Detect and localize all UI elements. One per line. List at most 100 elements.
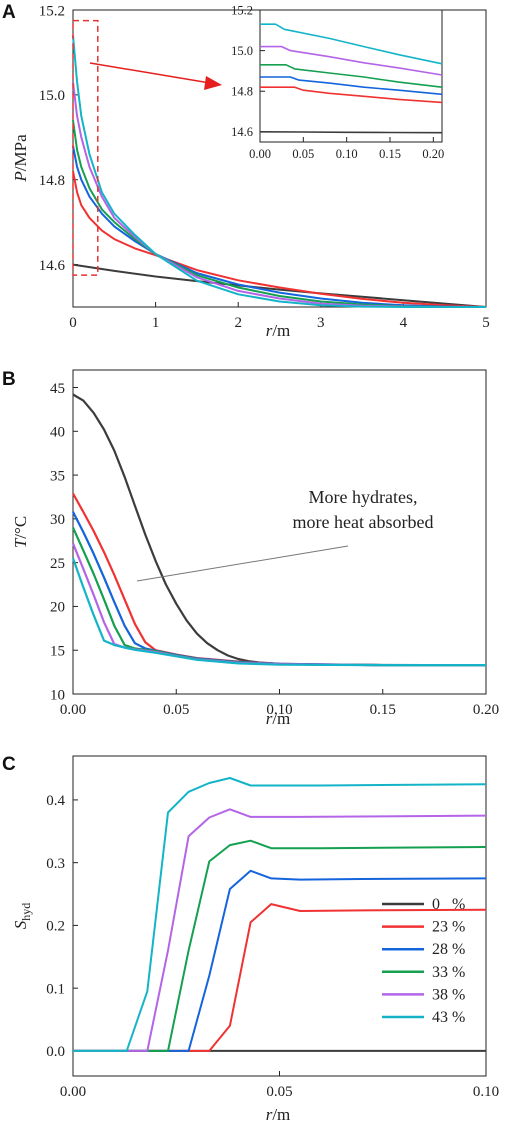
x-tick-label: 4 — [400, 315, 408, 331]
x-tick-label: 0.10 — [336, 147, 358, 161]
zoom-arrow — [89, 62, 211, 84]
legend-label-s38: 38 % — [432, 986, 465, 1003]
y-tick-label: 15.2 — [39, 3, 65, 19]
x-tick-label: 0.05 — [163, 702, 189, 718]
legend-label-s28: 28 % — [432, 941, 465, 958]
panel-c-x-label-var: r — [266, 1105, 273, 1124]
annotation-line-2: more heat absorbed — [293, 512, 434, 532]
legend-label-s33: 33 % — [432, 964, 465, 981]
y-tick-label: 14.8 — [231, 85, 253, 99]
panel-a-series-lines — [72, 35, 487, 308]
series-line-s33 — [73, 839, 487, 1052]
y-tick-label: 14.6 — [39, 258, 66, 274]
panel-b-frame — [72, 369, 487, 695]
series-line-s43 — [71, 557, 486, 667]
panel-c-y-label-var: S — [11, 920, 30, 929]
series-line-s23 — [260, 86, 443, 104]
x-tick-label: 0.00 — [60, 702, 86, 718]
panel-b-letter: B — [2, 369, 16, 390]
zoom-arrowhead — [204, 76, 222, 90]
y-tick-label: 10 — [50, 687, 65, 703]
panel-b-x-label-unit: /m — [272, 709, 290, 728]
series-line-s38 — [73, 808, 487, 1052]
y-tick-label: 15.2 — [231, 3, 253, 17]
x-tick-label: 0.05 — [266, 1084, 292, 1100]
x-tick-label: 3 — [317, 315, 325, 331]
panel-c-x-label-unit: /m — [272, 1105, 290, 1124]
panel-b-x-label: r/m — [266, 709, 291, 728]
y-tick-label: 15.0 — [39, 88, 65, 104]
series-line-s33 — [71, 527, 486, 667]
panel-c-x-ticks: 0.00 0.05 0.10 — [60, 1071, 499, 1100]
series-line-s38 — [260, 45, 443, 76]
panel-b-y-label: T/°C — [11, 516, 30, 548]
panel-b-y-label-var: T — [11, 537, 30, 548]
series-line-s0 — [259, 131, 443, 134]
series-line-s43 — [260, 23, 443, 65]
y-tick-label: 14.8 — [39, 173, 65, 189]
series-line-s28 — [260, 76, 443, 96]
panel-c: C 0.00 0.05 0.10 0.0 0.1 0.2 0.3 0.4 0 % 23 % 28… — [2, 754, 499, 1124]
panel-a-inset: 0.00 0.05 0.10 0.15 0.20 14.6 14.8 15.0 15.2 — [231, 3, 444, 161]
x-tick-label: 0.20 — [422, 147, 444, 161]
legend-label-s23: 23 % — [432, 919, 465, 936]
panel-a-y-label-unit: /MPa — [11, 134, 30, 171]
series-line-s28 — [73, 869, 487, 1052]
y-tick-label: 45 — [50, 381, 65, 397]
series-line-s38 — [71, 542, 486, 667]
series-line-s28 — [72, 511, 486, 667]
legend: 0 % 23 % 28 % 33 % 38 % 43 % — [382, 896, 465, 1026]
panel-a-x-label-var: r — [266, 321, 273, 340]
x-tick-label: 0.15 — [370, 702, 396, 718]
y-tick-label: 0.4 — [46, 793, 65, 809]
x-tick-label: 0.10 — [266, 702, 292, 718]
annotation-line-1: More hydrates, — [309, 487, 418, 507]
legend-label-s0: 0 % — [432, 896, 465, 913]
y-tick-label: 15 — [50, 643, 65, 659]
series-line-s43 — [73, 777, 487, 1052]
panel-c-letter: C — [2, 754, 16, 775]
x-tick-label: 0.15 — [379, 147, 401, 161]
series-line-s33 — [260, 64, 443, 88]
x-tick-label: 0.05 — [292, 147, 314, 161]
y-tick-label: 14.6 — [231, 125, 253, 139]
y-tick-label: 25 — [50, 556, 65, 572]
y-tick-label: 0.0 — [46, 1044, 65, 1060]
panel-c-x-label: r/m — [266, 1105, 291, 1124]
panel-a-y-label-var: P — [11, 171, 30, 182]
panel-c-series-lines — [73, 777, 487, 1052]
panel-a-y-ticks: 14.6 14.8 15.0 15.2 — [39, 3, 78, 274]
panel-a: A 0 1 2 3 4 5 14.6 14.8 15.0 15.2 r/m P/MPa 0.00… — [2, 2, 490, 340]
series-line-s0 — [72, 263, 487, 308]
annotation-pointer-line — [136, 545, 349, 582]
panel-b-y-label-unit: /°C — [11, 516, 30, 539]
panel-a-letter: A — [2, 2, 16, 23]
panel-a-x-label-unit: /m — [272, 321, 290, 340]
x-tick-label: 0.00 — [249, 147, 271, 161]
panel-b-x-ticks: 0.00 0.05 0.10 0.15 0.20 — [60, 689, 499, 718]
x-tick-label: 1 — [152, 315, 160, 331]
y-tick-label: 35 — [50, 468, 65, 484]
panel-c-y-label-sub: hyd — [19, 903, 33, 921]
series-line-s28 — [72, 145, 487, 308]
y-tick-label: 15.0 — [231, 44, 253, 58]
panel-c-y-label: Shyd — [11, 903, 33, 930]
panel-b: B 0.00 0.05 0.10 0.15 0.20 1015202530354045 … — [2, 369, 499, 728]
panel-b-y-ticks: 10 15 20 25 30 35 40 45 — [50, 381, 78, 703]
x-tick-label: 0 — [69, 315, 77, 331]
x-tick-label: 0.10 — [473, 1084, 499, 1100]
inset-series-lines — [259, 23, 443, 134]
y-tick-label: 0.1 — [46, 981, 65, 997]
x-tick-label: 0.20 — [473, 702, 499, 718]
panel-a-y-label: P/MPa — [11, 134, 30, 183]
x-tick-label: 0.00 — [60, 1084, 86, 1100]
x-tick-label: 2 — [234, 315, 242, 331]
y-tick-label: 0.3 — [46, 856, 65, 872]
panel-a-x-label: r/m — [266, 321, 291, 340]
y-tick-label: 20 — [50, 600, 65, 616]
series-line-s23 — [73, 903, 487, 1052]
series-line-s43 — [72, 35, 486, 308]
y-tick-label: 30 — [50, 512, 65, 528]
panel-b-x-label-var: r — [266, 709, 273, 728]
